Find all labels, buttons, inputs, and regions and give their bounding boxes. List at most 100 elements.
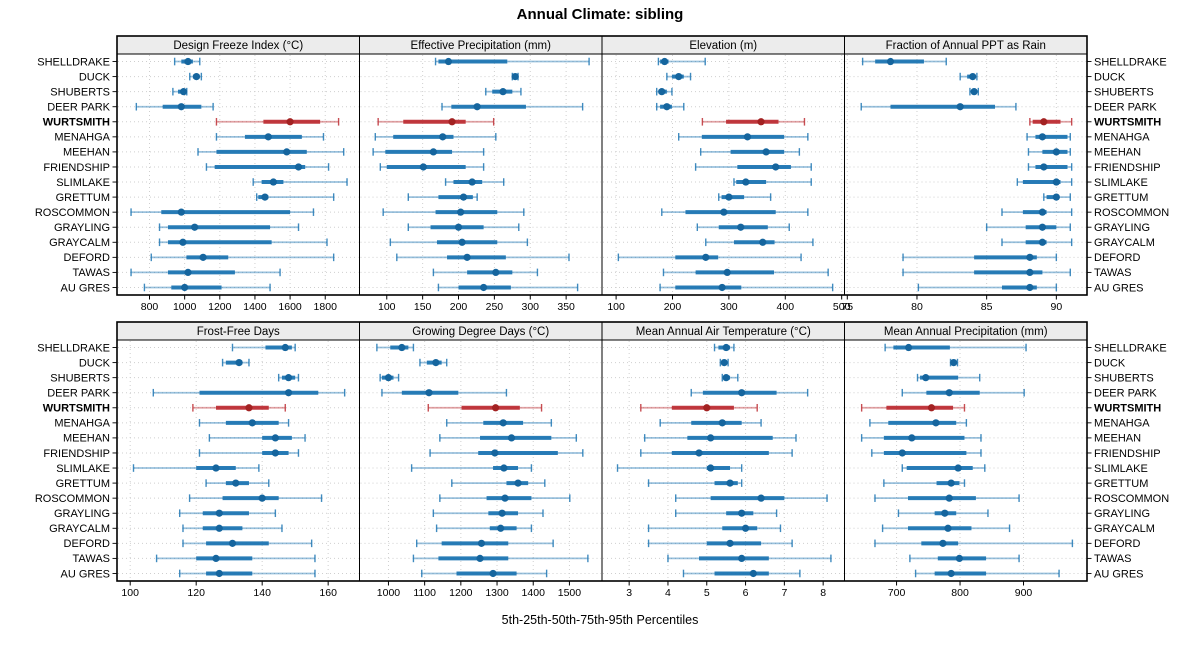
- median-dot: [271, 434, 279, 442]
- site-label-right: MEEHAN: [1094, 433, 1141, 445]
- percentile-row-au-gres: [421, 569, 548, 578]
- median-dot: [932, 419, 940, 427]
- percentile-row-meehan: [860, 434, 982, 442]
- axis-tick-label: 800: [141, 301, 159, 313]
- site-label-right: SHELLDRAKE: [1094, 342, 1167, 354]
- site-label-left: TAWAS: [73, 267, 110, 279]
- percentile-row-tawas: [667, 554, 832, 563]
- axis-tick-label: 200: [664, 301, 682, 313]
- median-dot: [432, 358, 440, 367]
- percentile-row-deer-park: [690, 388, 809, 397]
- median-dot: [179, 88, 188, 96]
- site-label-right: TAWAS: [1094, 267, 1131, 279]
- median-dot: [284, 374, 293, 382]
- percentile-row-graycalm: [705, 238, 814, 247]
- percentile-row-shuberts: [277, 373, 300, 382]
- median-dot: [945, 389, 953, 397]
- percentile-row-slimlake: [410, 464, 533, 472]
- axis-tick-label: 800: [951, 587, 969, 599]
- percentile-row-menahga: [869, 419, 968, 427]
- median-dot: [1038, 238, 1047, 246]
- median-dot: [228, 539, 237, 547]
- axis-tick-label: 85: [981, 301, 993, 313]
- median-dot: [1038, 223, 1047, 231]
- site-label-left: SHELLDRAKE: [37, 56, 110, 68]
- site-label-right: GRETTUM: [1094, 478, 1148, 490]
- median-dot: [738, 554, 746, 563]
- median-dot: [286, 118, 294, 126]
- median-dot: [463, 253, 471, 261]
- median-dot: [212, 554, 220, 563]
- percentile-row-grettum: [256, 193, 335, 201]
- median-dot: [499, 419, 507, 427]
- median-dot: [941, 509, 949, 517]
- axis-tick-label: 700: [888, 587, 906, 599]
- percentile-row-wurtsmith: [640, 403, 758, 412]
- percentile-row-friendship: [694, 163, 812, 171]
- percentile-row-grettum: [407, 193, 478, 201]
- percentile-row-grayling: [696, 223, 790, 232]
- site-label-left: GRAYLING: [54, 222, 110, 234]
- axis-tick-label: 140: [253, 587, 271, 599]
- percentile-row-slimlake: [132, 464, 260, 472]
- percentile-row-shuberts: [379, 373, 400, 382]
- axis-tick-label: 8: [820, 587, 826, 599]
- median-dot: [294, 163, 303, 171]
- panel-elevation-m: 100 200 300 400 500 Elevation (m): [601, 35, 851, 313]
- median-dot: [954, 464, 962, 472]
- figure-title: Annual Climate: sibling: [516, 6, 684, 23]
- percentile-row-tawas: [412, 554, 589, 563]
- median-dot: [184, 268, 192, 277]
- median-dot: [199, 253, 207, 261]
- median-dot: [922, 374, 930, 382]
- median-dot: [245, 404, 253, 412]
- median-dot: [939, 539, 947, 547]
- median-dot: [500, 464, 508, 472]
- site-label-right: WURTSMITH: [1094, 403, 1161, 415]
- percentile-row-deford: [150, 253, 335, 262]
- site-label-right: SLIMLAKE: [1094, 177, 1148, 189]
- median-dot: [439, 133, 447, 141]
- percentile-row-wurtsmith: [192, 403, 286, 412]
- median-dot: [281, 343, 289, 352]
- percentile-row-wurtsmith: [377, 117, 495, 126]
- median-dot: [726, 479, 734, 487]
- percentile-row-au-gres: [659, 283, 834, 292]
- percentile-row-grayling: [675, 509, 778, 518]
- median-dot: [1038, 133, 1047, 141]
- percentile-row-graycalm: [389, 238, 529, 247]
- median-dot: [1026, 268, 1034, 277]
- median-dot: [969, 72, 977, 81]
- panel-mean-annual-precipitation-mm: 700 800 900 Mean Annual Precipitation (mm): [844, 321, 1092, 599]
- site-label-left: AU GRES: [60, 282, 110, 294]
- site-label-right: AU GRES: [1094, 282, 1144, 294]
- median-dot: [725, 193, 733, 201]
- percentile-row-menahga: [198, 419, 290, 427]
- median-dot: [458, 238, 466, 246]
- site-label-right: DEFORD: [1094, 252, 1141, 264]
- median-dot: [663, 103, 671, 111]
- percentile-row-au-gres: [143, 283, 271, 292]
- percentile-row-grettum: [205, 479, 270, 487]
- median-dot: [955, 554, 964, 563]
- site-label-left: ROSCOMMON: [35, 493, 110, 505]
- percentile-row-grayling: [158, 223, 300, 232]
- median-dot: [945, 494, 953, 502]
- trellis-row-outline: [116, 321, 1088, 582]
- site-label-right: ROSCOMMON: [1094, 493, 1169, 505]
- site-label-right: GRAYCALM: [1094, 523, 1155, 535]
- axis-tick-label: 1300: [485, 587, 509, 599]
- median-dot: [235, 358, 243, 367]
- percentile-row-roscommon: [1001, 208, 1073, 216]
- site-label-right: FRIENDSHIP: [1094, 162, 1161, 174]
- panel-mean-annual-air-temperature-c: 3 4 5 6 7 8 Mean Annual Air Temperature (°C): [601, 321, 845, 599]
- median-dot: [702, 253, 710, 261]
- site-label-left: MEEHAN: [63, 147, 110, 159]
- percentile-row-meehan: [643, 434, 797, 442]
- percentile-row-friendship: [640, 449, 793, 457]
- percentile-row-shuberts: [969, 87, 979, 96]
- median-dot: [718, 419, 726, 427]
- site-label-left: DUCK: [79, 71, 111, 83]
- percentile-row-deford: [182, 539, 313, 548]
- percentile-row-shelldrake: [231, 343, 296, 352]
